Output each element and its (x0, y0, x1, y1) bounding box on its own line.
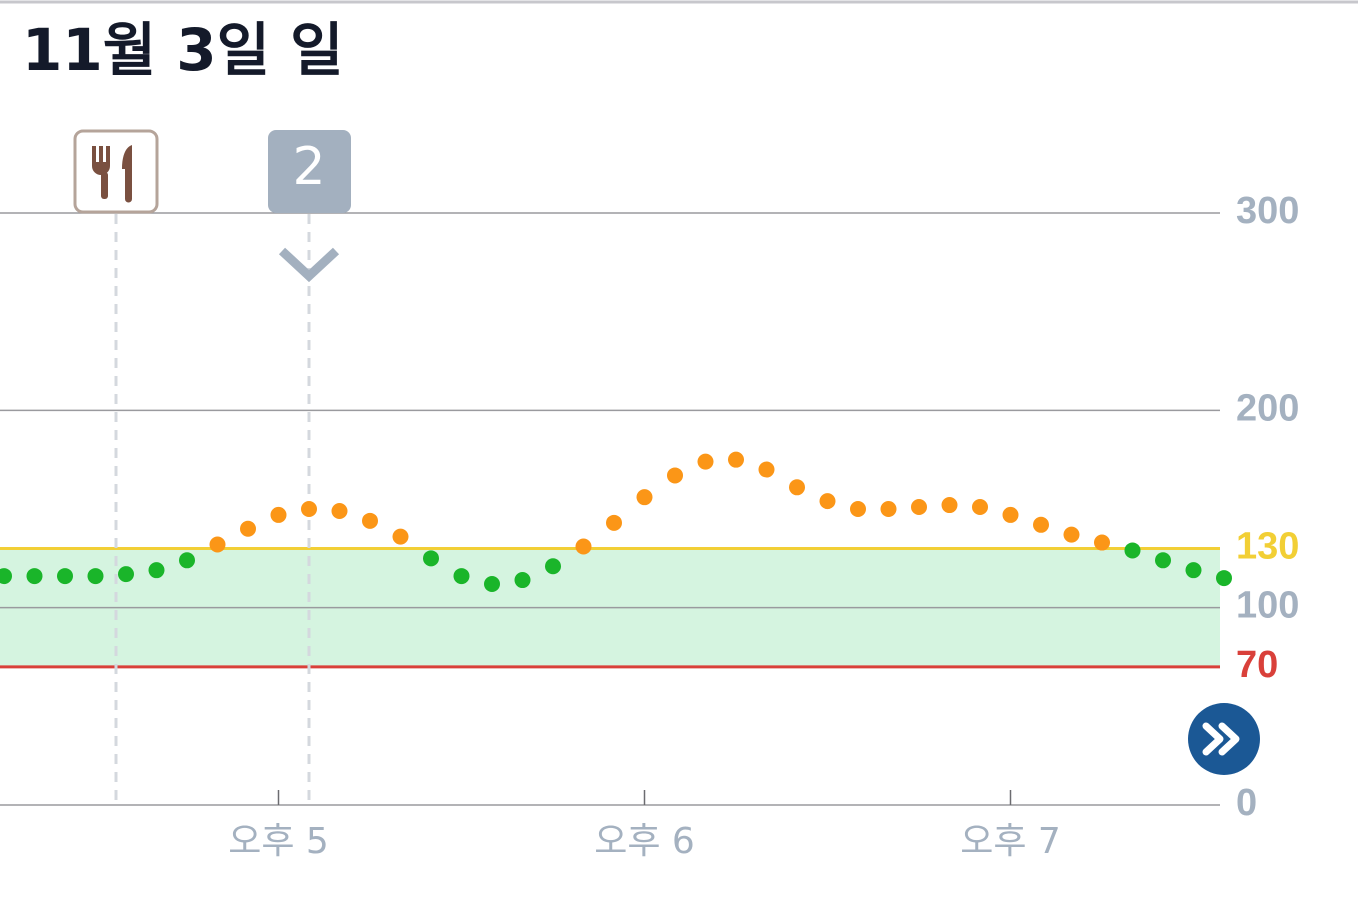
glucose-dot (880, 501, 897, 517)
glucose-dot (1094, 534, 1110, 551)
events: 2 (73, 129, 351, 805)
y-tick-label: 0 (1236, 782, 1257, 824)
glucose-dot (209, 536, 226, 553)
glucose-dot (1063, 526, 1080, 543)
fast-forward-icon (1202, 722, 1240, 756)
annotation-box[interactable] (268, 130, 351, 213)
glucose-dot (148, 562, 165, 579)
glucose-dot (819, 493, 836, 510)
glucose-dot (1216, 570, 1232, 587)
glucose-dot (850, 501, 866, 517)
glucose-dot (667, 467, 683, 484)
fast-forward-button[interactable] (1188, 703, 1260, 775)
glucose-dot (1124, 542, 1141, 559)
chart-title: 11월 3일 일 (22, 16, 344, 84)
x-tick-label: 오후 7 (960, 821, 1061, 862)
glucose-dot (545, 558, 561, 575)
glucose-dot (941, 497, 958, 514)
target-label: 70 (1236, 644, 1278, 686)
y-tick-label: 300 (1236, 190, 1299, 232)
annotation-label: 2 (292, 137, 325, 197)
glucose-dot (606, 514, 622, 531)
glucose-dot (972, 499, 988, 516)
glucose-dot (514, 572, 531, 589)
glucose-dot (636, 489, 653, 506)
glucose-dot (728, 451, 744, 468)
glucose-dot (697, 453, 714, 470)
glucose-dot (270, 506, 287, 523)
glucose-dot (789, 479, 805, 496)
glucose-dot (26, 568, 43, 585)
x-tick-label: 오후 6 (594, 821, 695, 862)
chevron (278, 247, 340, 283)
glucose-dot (1002, 506, 1019, 523)
glucose-dot (57, 568, 73, 585)
y-tick-label: 100 (1236, 585, 1299, 627)
glucose-dot (0, 568, 12, 585)
glucose-dot (1185, 562, 1202, 579)
glucose-dot (911, 499, 927, 516)
target-label: 130 (1236, 525, 1299, 567)
glucose-dot (301, 501, 317, 517)
glucose-dot (453, 568, 470, 585)
glucose-dot (240, 520, 256, 537)
glucose-dot (362, 512, 378, 529)
fork-knife (92, 145, 132, 203)
glucose-dot (87, 568, 104, 585)
glucose-dot (484, 575, 500, 592)
glucose-dot (1033, 516, 1049, 533)
glucose-dot (758, 461, 775, 478)
glucose-dot (331, 502, 348, 519)
glucose-dot (575, 538, 592, 555)
y-tick-label: 200 (1236, 387, 1299, 429)
glucose-dot (179, 552, 195, 569)
glucose-dot (392, 528, 409, 545)
meal-icon[interactable] (73, 129, 159, 214)
glucose-dot (423, 550, 439, 567)
glucose-dot (118, 566, 134, 583)
x-tick-label: 오후 5 (228, 821, 329, 862)
glucose-dot (1155, 552, 1171, 569)
